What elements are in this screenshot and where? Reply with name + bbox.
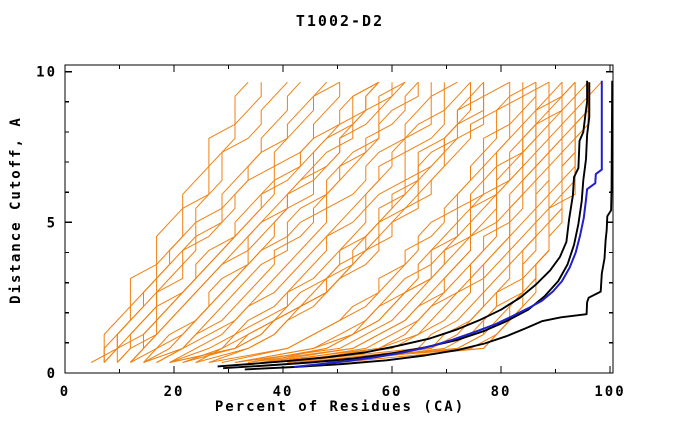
- y-tick-label: 5: [47, 215, 57, 231]
- orange-model-curve: [156, 81, 419, 363]
- orange-model-curve: [103, 82, 262, 363]
- orange-model-curve: [261, 81, 563, 363]
- orange-model-curve: [130, 81, 380, 363]
- x-tick-label: 60: [382, 384, 403, 400]
- black-model-curve: [223, 82, 591, 370]
- orange-model-curve: [143, 82, 419, 363]
- orange-model-curve: [156, 82, 432, 363]
- orange-model-curve: [261, 82, 563, 363]
- orange-model-curve: [274, 81, 576, 363]
- plot-border: [64, 64, 614, 374]
- y-tick-label: 0: [47, 366, 57, 382]
- x-tick-label: 80: [491, 384, 512, 400]
- blue-model-curve: [293, 80, 603, 368]
- orange-model-curve: [208, 82, 524, 363]
- orange-model-curve: [326, 81, 602, 363]
- orange-model-curve: [182, 81, 471, 363]
- orange-model-curve: [234, 82, 537, 363]
- orange-model-curve: [234, 82, 537, 363]
- black-model-curve: [217, 80, 589, 368]
- orange-model-curve: [143, 81, 380, 363]
- orange-model-curve: [103, 82, 341, 363]
- orange-model-curve: [339, 82, 589, 363]
- orange-model-curve: [130, 81, 380, 363]
- orange-model-curve: [208, 82, 511, 363]
- x-axis-label: Percent of Residues (CA): [214, 399, 466, 415]
- orange-model-curve: [90, 81, 301, 363]
- orange-model-curve: [234, 81, 550, 363]
- x-tick-label: 100: [594, 384, 625, 400]
- orange-model-curve: [116, 81, 340, 363]
- x-tick-label: 0: [60, 384, 70, 400]
- orange-model-curve: [287, 81, 576, 363]
- orange-model-curve: [261, 82, 563, 363]
- orange-model-curve: [143, 81, 406, 363]
- chart-title: T1002-D2: [295, 12, 385, 30]
- orange-model-curve: [169, 81, 458, 363]
- black-model-curve: [244, 80, 614, 371]
- y-tick-label: 10: [36, 65, 57, 81]
- orange-model-curve: [169, 82, 445, 363]
- orange-model-curve: [169, 82, 485, 363]
- orange-model-curve: [300, 82, 576, 363]
- x-tick-label: 40: [273, 384, 294, 400]
- orange-model-curve: [130, 81, 380, 363]
- x-tick-label: 20: [164, 384, 185, 400]
- orange-model-curve: [116, 82, 393, 363]
- orange-model-curve: [221, 81, 537, 363]
- orange-model-curve: [130, 81, 406, 363]
- orange-model-curve: [103, 81, 249, 363]
